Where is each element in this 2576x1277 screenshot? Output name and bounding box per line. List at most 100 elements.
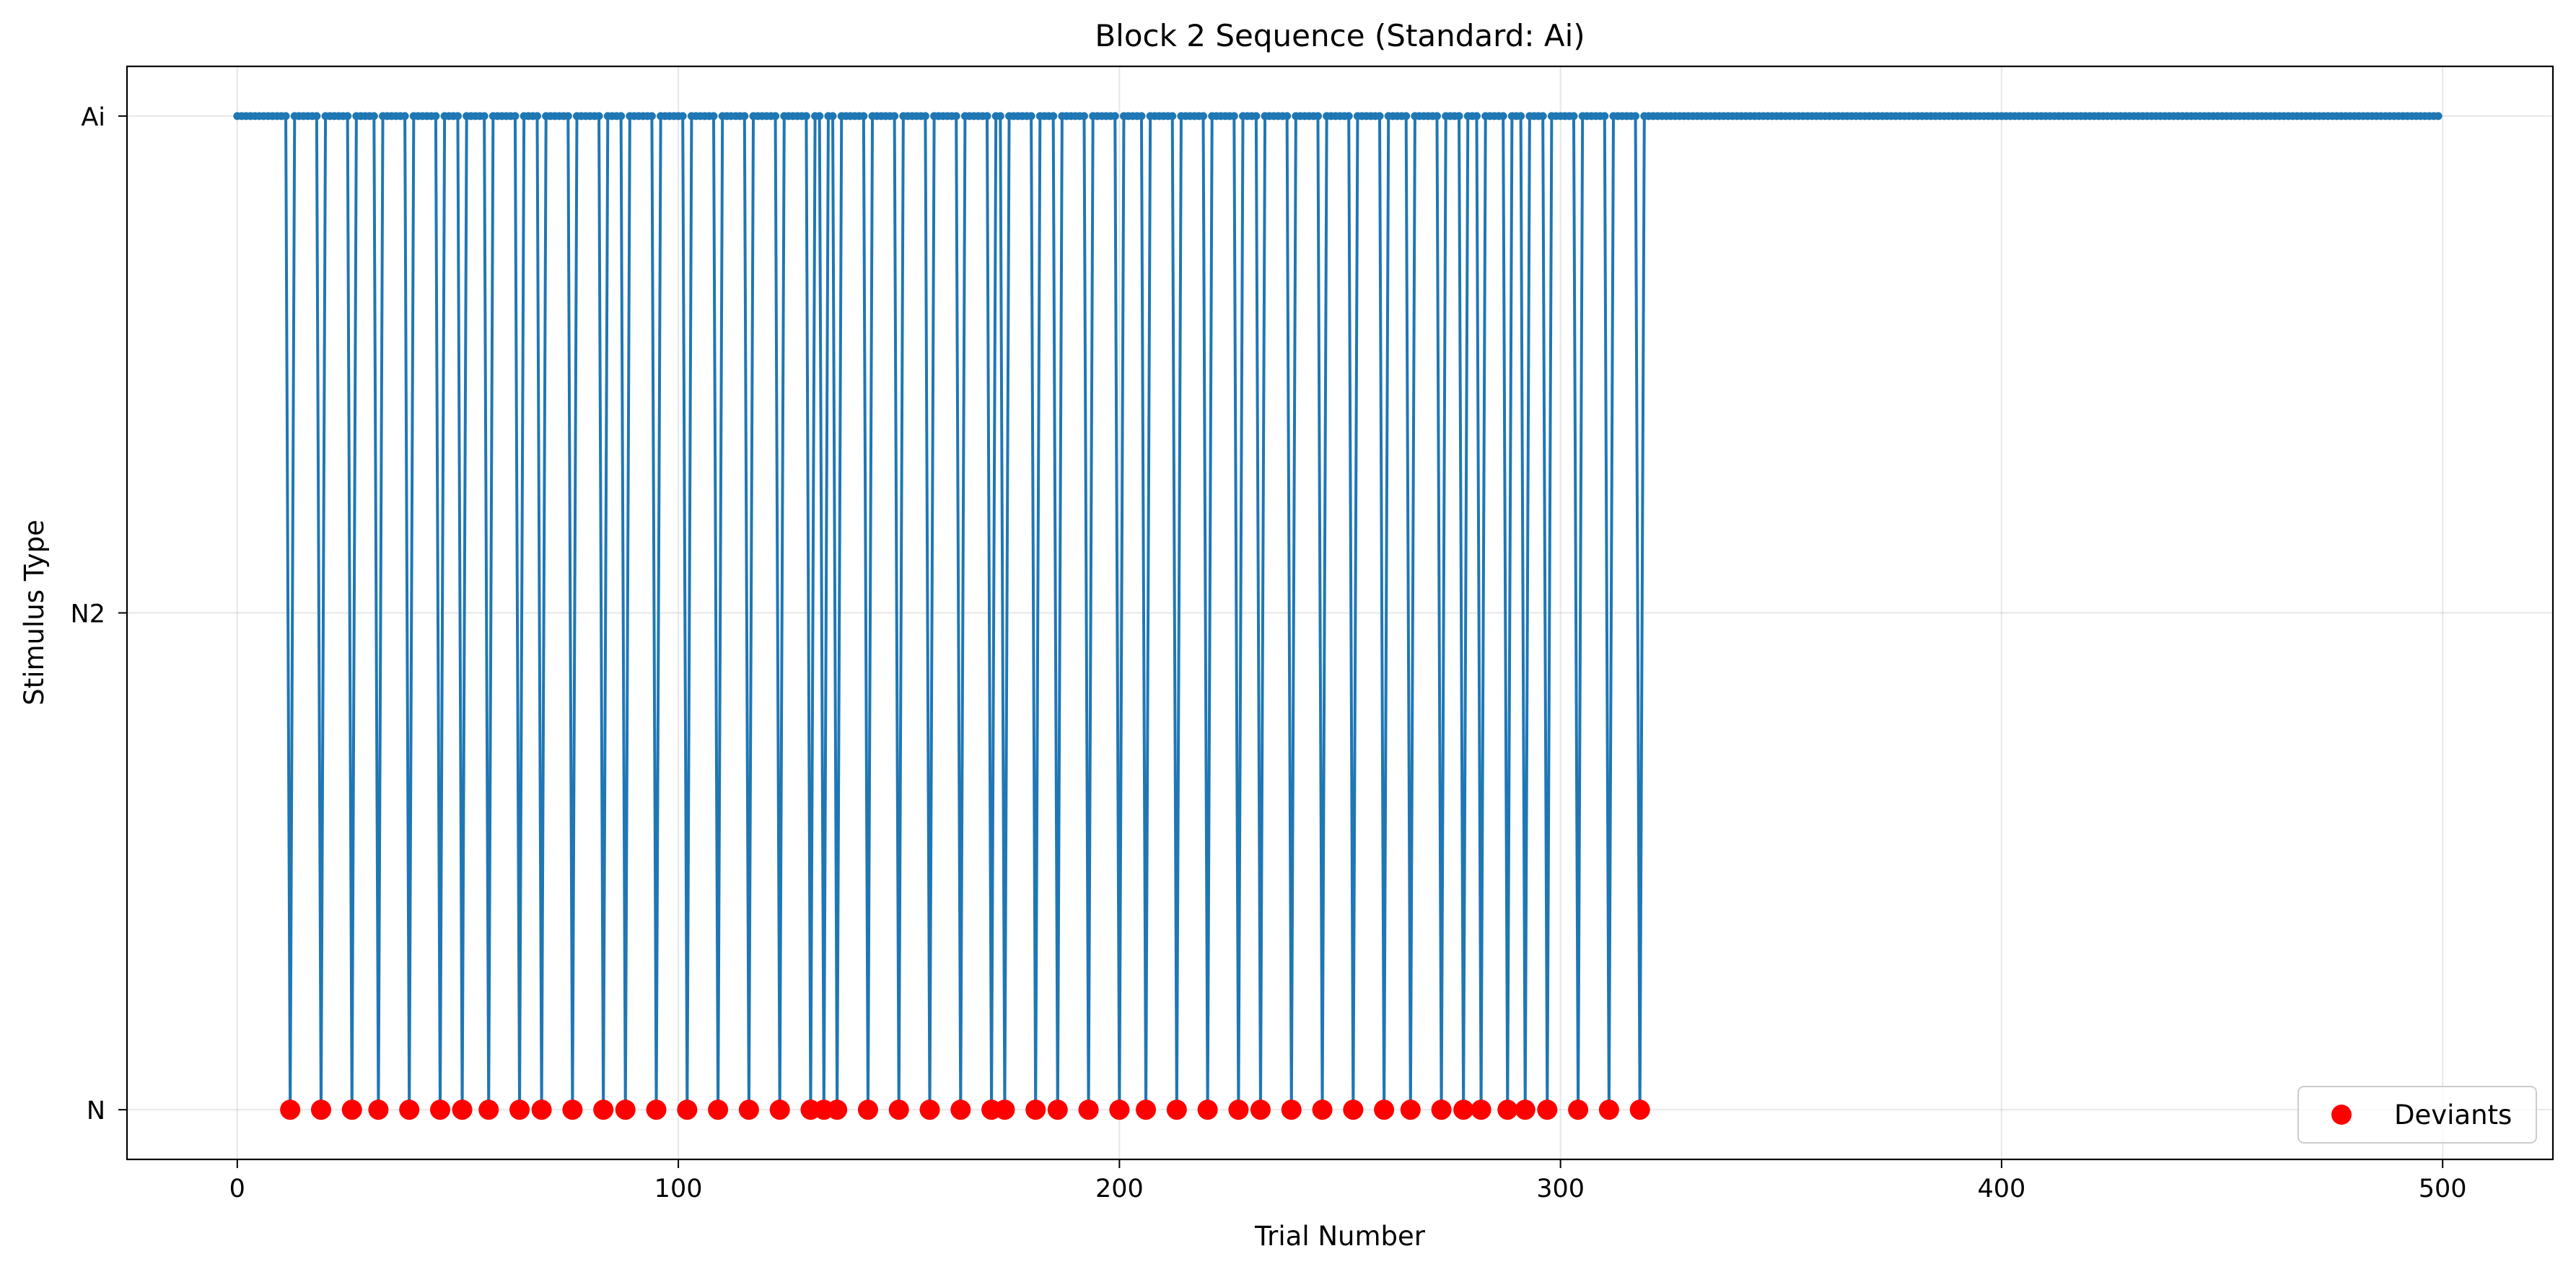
- x-tick-label: 0: [229, 1175, 245, 1203]
- sequence-point: [1432, 112, 1441, 120]
- sequence-point: [1344, 112, 1353, 120]
- deviant-point: [399, 1100, 420, 1120]
- sequence-point: [1600, 112, 1609, 120]
- sequence-point: [983, 112, 991, 120]
- deviant-point: [1453, 1100, 1474, 1120]
- deviant-point: [593, 1100, 614, 1120]
- deviant-point: [1025, 1100, 1046, 1120]
- deviant-point: [1250, 1100, 1271, 1120]
- deviant-point: [341, 1100, 362, 1120]
- y-axis-label: Stimulus Type: [19, 519, 50, 706]
- sequence-point: [1230, 112, 1238, 120]
- deviant-point: [430, 1100, 450, 1120]
- deviant-point: [769, 1100, 790, 1120]
- deviant-point: [738, 1100, 759, 1120]
- legend-box: [2297, 1086, 2537, 1144]
- sequence-point: [312, 112, 321, 120]
- deviant-point: [1497, 1100, 1518, 1120]
- deviant-point: [857, 1100, 878, 1120]
- sequence-point: [1631, 112, 1640, 120]
- sequence-point: [1517, 112, 1525, 120]
- plot-series: [233, 112, 2443, 1120]
- deviant-point: [1629, 1100, 1650, 1120]
- deviant-point: [1343, 1100, 1364, 1120]
- sequence-point: [617, 112, 626, 120]
- sequence-point: [996, 112, 1004, 120]
- axis-ticks: 0 100 200 300 400 500 N N2 Ai: [71, 103, 2467, 1203]
- sequence-point: [281, 112, 290, 120]
- sequence-point: [1283, 112, 1292, 120]
- sequence-point: [564, 112, 572, 120]
- sequence-point: [647, 112, 656, 120]
- deviant-point: [1568, 1100, 1589, 1120]
- deviant-point: [888, 1100, 909, 1120]
- deviant-point: [677, 1100, 698, 1120]
- deviant-point: [1228, 1100, 1249, 1120]
- deviant-point: [1400, 1100, 1421, 1120]
- sequence-point: [343, 112, 352, 120]
- deviant-point: [615, 1100, 636, 1120]
- sequence-point: [771, 112, 780, 120]
- deviant-point: [1047, 1100, 1068, 1120]
- sequence-point: [1079, 112, 1088, 120]
- sequence-point: [1252, 112, 1261, 120]
- sequence-point: [802, 112, 810, 120]
- x-axis-label: Trial Number: [1254, 1221, 1426, 1252]
- sequence-point: [1538, 112, 1547, 120]
- sequence-point: [1110, 112, 1119, 120]
- deviant-point: [646, 1100, 667, 1120]
- deviant-point: [1136, 1100, 1157, 1120]
- deviant-point: [531, 1100, 552, 1120]
- x-tick-label: 300: [1536, 1175, 1585, 1203]
- sequence-point: [1499, 112, 1507, 120]
- y-tick-label: N2: [71, 600, 105, 629]
- sequence-point: [595, 112, 603, 120]
- deviant-point: [827, 1100, 848, 1120]
- deviant-point: [1431, 1100, 1452, 1120]
- x-tick-label: 400: [1978, 1175, 2026, 1203]
- x-tick-label: 100: [654, 1175, 703, 1203]
- sequence-point: [1137, 112, 1146, 120]
- sequence-point: [369, 112, 378, 120]
- sequence-point: [1313, 112, 1322, 120]
- legend: Deviants: [2297, 1086, 2537, 1144]
- deviant-point: [950, 1100, 971, 1120]
- sequence-point: [890, 112, 899, 120]
- deviant-point: [1374, 1100, 1395, 1120]
- deviant-point: [994, 1100, 1015, 1120]
- sequence-point: [1455, 112, 1463, 120]
- deviant-point: [368, 1100, 389, 1120]
- sequence-point: [1049, 112, 1058, 120]
- sequence-point: [1027, 112, 1035, 120]
- sequence-point: [431, 112, 440, 120]
- deviant-point: [1078, 1100, 1099, 1120]
- deviant-point: [310, 1100, 331, 1120]
- sequence-point: [709, 112, 718, 120]
- deviant-point: [1598, 1100, 1619, 1120]
- deviant-point: [1166, 1100, 1187, 1120]
- sequence-point: [533, 112, 541, 120]
- deviant-point: [1281, 1100, 1302, 1120]
- legend-deviants-label: Deviants: [2394, 1100, 2512, 1131]
- deviant-point: [509, 1100, 530, 1120]
- sequence-point: [859, 112, 868, 120]
- deviant-point: [1109, 1100, 1130, 1120]
- deviant-point: [919, 1100, 940, 1120]
- deviant-point: [478, 1100, 499, 1120]
- sequence-point: [2434, 112, 2443, 120]
- deviant-point: [1537, 1100, 1558, 1120]
- deviant-point: [1312, 1100, 1333, 1120]
- x-tick-label: 200: [1095, 1175, 1144, 1203]
- sequence-point: [815, 112, 824, 120]
- sequence-point: [511, 112, 520, 120]
- x-tick-label: 500: [2419, 1175, 2467, 1203]
- sequence-point: [1402, 112, 1411, 120]
- deviant-point: [708, 1100, 729, 1120]
- sequence-point: [1168, 112, 1177, 120]
- sequence-point: [952, 112, 960, 120]
- sequence-point: [1375, 112, 1384, 120]
- legend-deviants-marker: [2331, 1105, 2352, 1125]
- deviant-point: [280, 1100, 301, 1120]
- deviant-point: [1515, 1100, 1535, 1120]
